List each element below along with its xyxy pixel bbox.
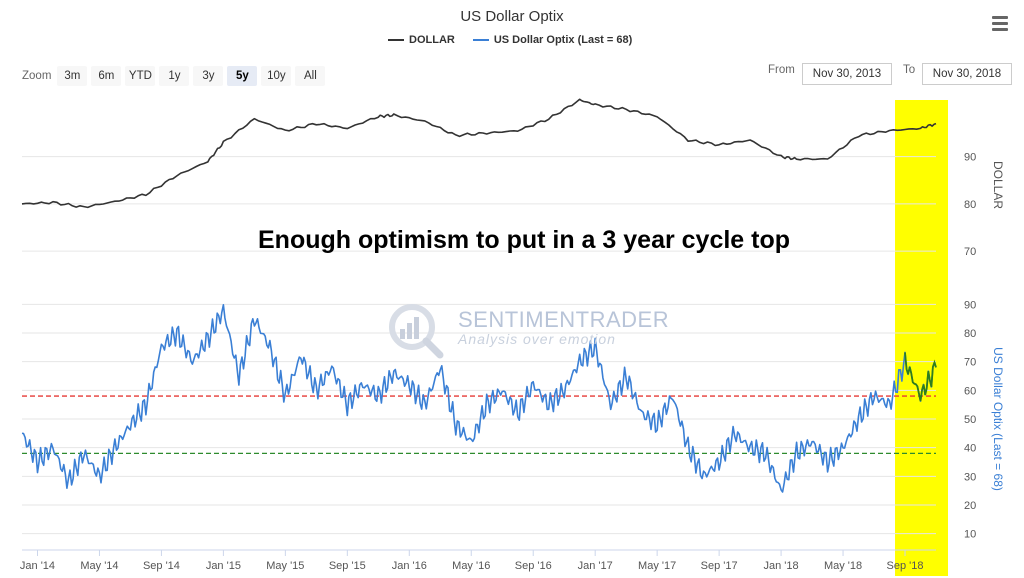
to-label: To (903, 64, 916, 76)
zoom-5y-button[interactable]: 5y (227, 66, 258, 86)
x-tick-label: Sep '16 (515, 560, 552, 572)
x-tick-label: May '15 (266, 560, 304, 572)
y-tick-label-dollar: 80 (964, 199, 976, 211)
x-tick-label: Jan '16 (392, 560, 427, 572)
x-tick-label: Sep '14 (143, 560, 180, 572)
from-label: From (768, 64, 795, 76)
hamburger-menu-icon[interactable] (988, 12, 1012, 34)
x-tick-label: Sep '18 (887, 560, 924, 572)
x-tick-label: May '17 (638, 560, 676, 572)
zoom-ytd-button[interactable]: YTD (125, 66, 156, 86)
chart-title: US Dollar Optix (460, 8, 564, 25)
x-tick-label: Jan '17 (578, 560, 613, 572)
legend: DOLLAR US Dollar Optix (Last = 68) (388, 34, 632, 46)
from-date-input[interactable]: Nov 30, 2013 (802, 63, 892, 85)
y-axis-title-optix: US Dollar Optix (Last = 68) (991, 347, 1005, 491)
y-tick-label-optix: 10 (964, 529, 976, 541)
watermark-title: SENTIMENTRADER (458, 307, 670, 332)
y-tick-label-optix: 30 (964, 471, 976, 483)
x-tick-label: May '14 (80, 560, 118, 572)
y-tick-label-dollar: 70 (964, 246, 976, 258)
zoom-selector: Zoom 3m 6m YTD 1y 3y 5y 10y All (22, 66, 329, 86)
series-line-optix (21, 304, 937, 493)
x-tick-label: Jan '14 (20, 560, 55, 572)
zoom-3m-button[interactable]: 3m (57, 66, 88, 86)
legend-item-dollar[interactable]: DOLLAR (388, 34, 455, 46)
highlight-band (895, 100, 948, 576)
sentimentrader-logo-icon (386, 303, 454, 364)
zoom-all-button[interactable]: All (295, 66, 326, 86)
zoom-6m-button[interactable]: 6m (91, 66, 122, 86)
series-line-optix-highlight (904, 352, 937, 402)
legend-item-optix[interactable]: US Dollar Optix (Last = 68) (472, 34, 633, 46)
y-tick-label-optix: 60 (964, 385, 976, 397)
legend-swatch-dollar (388, 39, 404, 41)
x-tick-label: Sep '15 (329, 560, 366, 572)
y-tick-label-optix: 90 (964, 299, 976, 311)
y-tick-label-dollar: 90 (964, 152, 976, 164)
y-tick-label-optix: 40 (964, 443, 976, 455)
zoom-1y-button[interactable]: 1y (159, 66, 190, 86)
y-tick-label-optix: 20 (964, 500, 976, 512)
legend-label-optix: US Dollar Optix (Last = 68) (493, 34, 633, 46)
y-tick-label-optix: 80 (964, 328, 976, 340)
zoom-label: Zoom (22, 70, 52, 82)
zoom-10y-button[interactable]: 10y (261, 66, 292, 86)
watermark-subtitle: Analysis over emotion (458, 331, 616, 347)
x-tick-label: May '18 (824, 560, 862, 572)
series-line-dollar (21, 98, 937, 209)
chart-annotation: Enough optimism to put in a 3 year cycle… (258, 226, 791, 254)
y-axis-title-dollar: DOLLAR (991, 161, 1005, 209)
y-tick-label-optix: 70 (964, 357, 976, 369)
to-date-input[interactable]: Nov 30, 2018 (922, 63, 1012, 85)
y-tick-label-optix: 50 (964, 414, 976, 426)
x-tick-label: May '16 (452, 560, 490, 572)
x-tick-label: Jan '18 (764, 560, 799, 572)
x-tick-label: Jan '15 (206, 560, 241, 572)
zoom-3y-button[interactable]: 3y (193, 66, 224, 86)
legend-label-dollar: DOLLAR (409, 34, 455, 46)
legend-swatch-optix (472, 39, 489, 41)
x-tick-label: Sep '17 (701, 560, 738, 572)
